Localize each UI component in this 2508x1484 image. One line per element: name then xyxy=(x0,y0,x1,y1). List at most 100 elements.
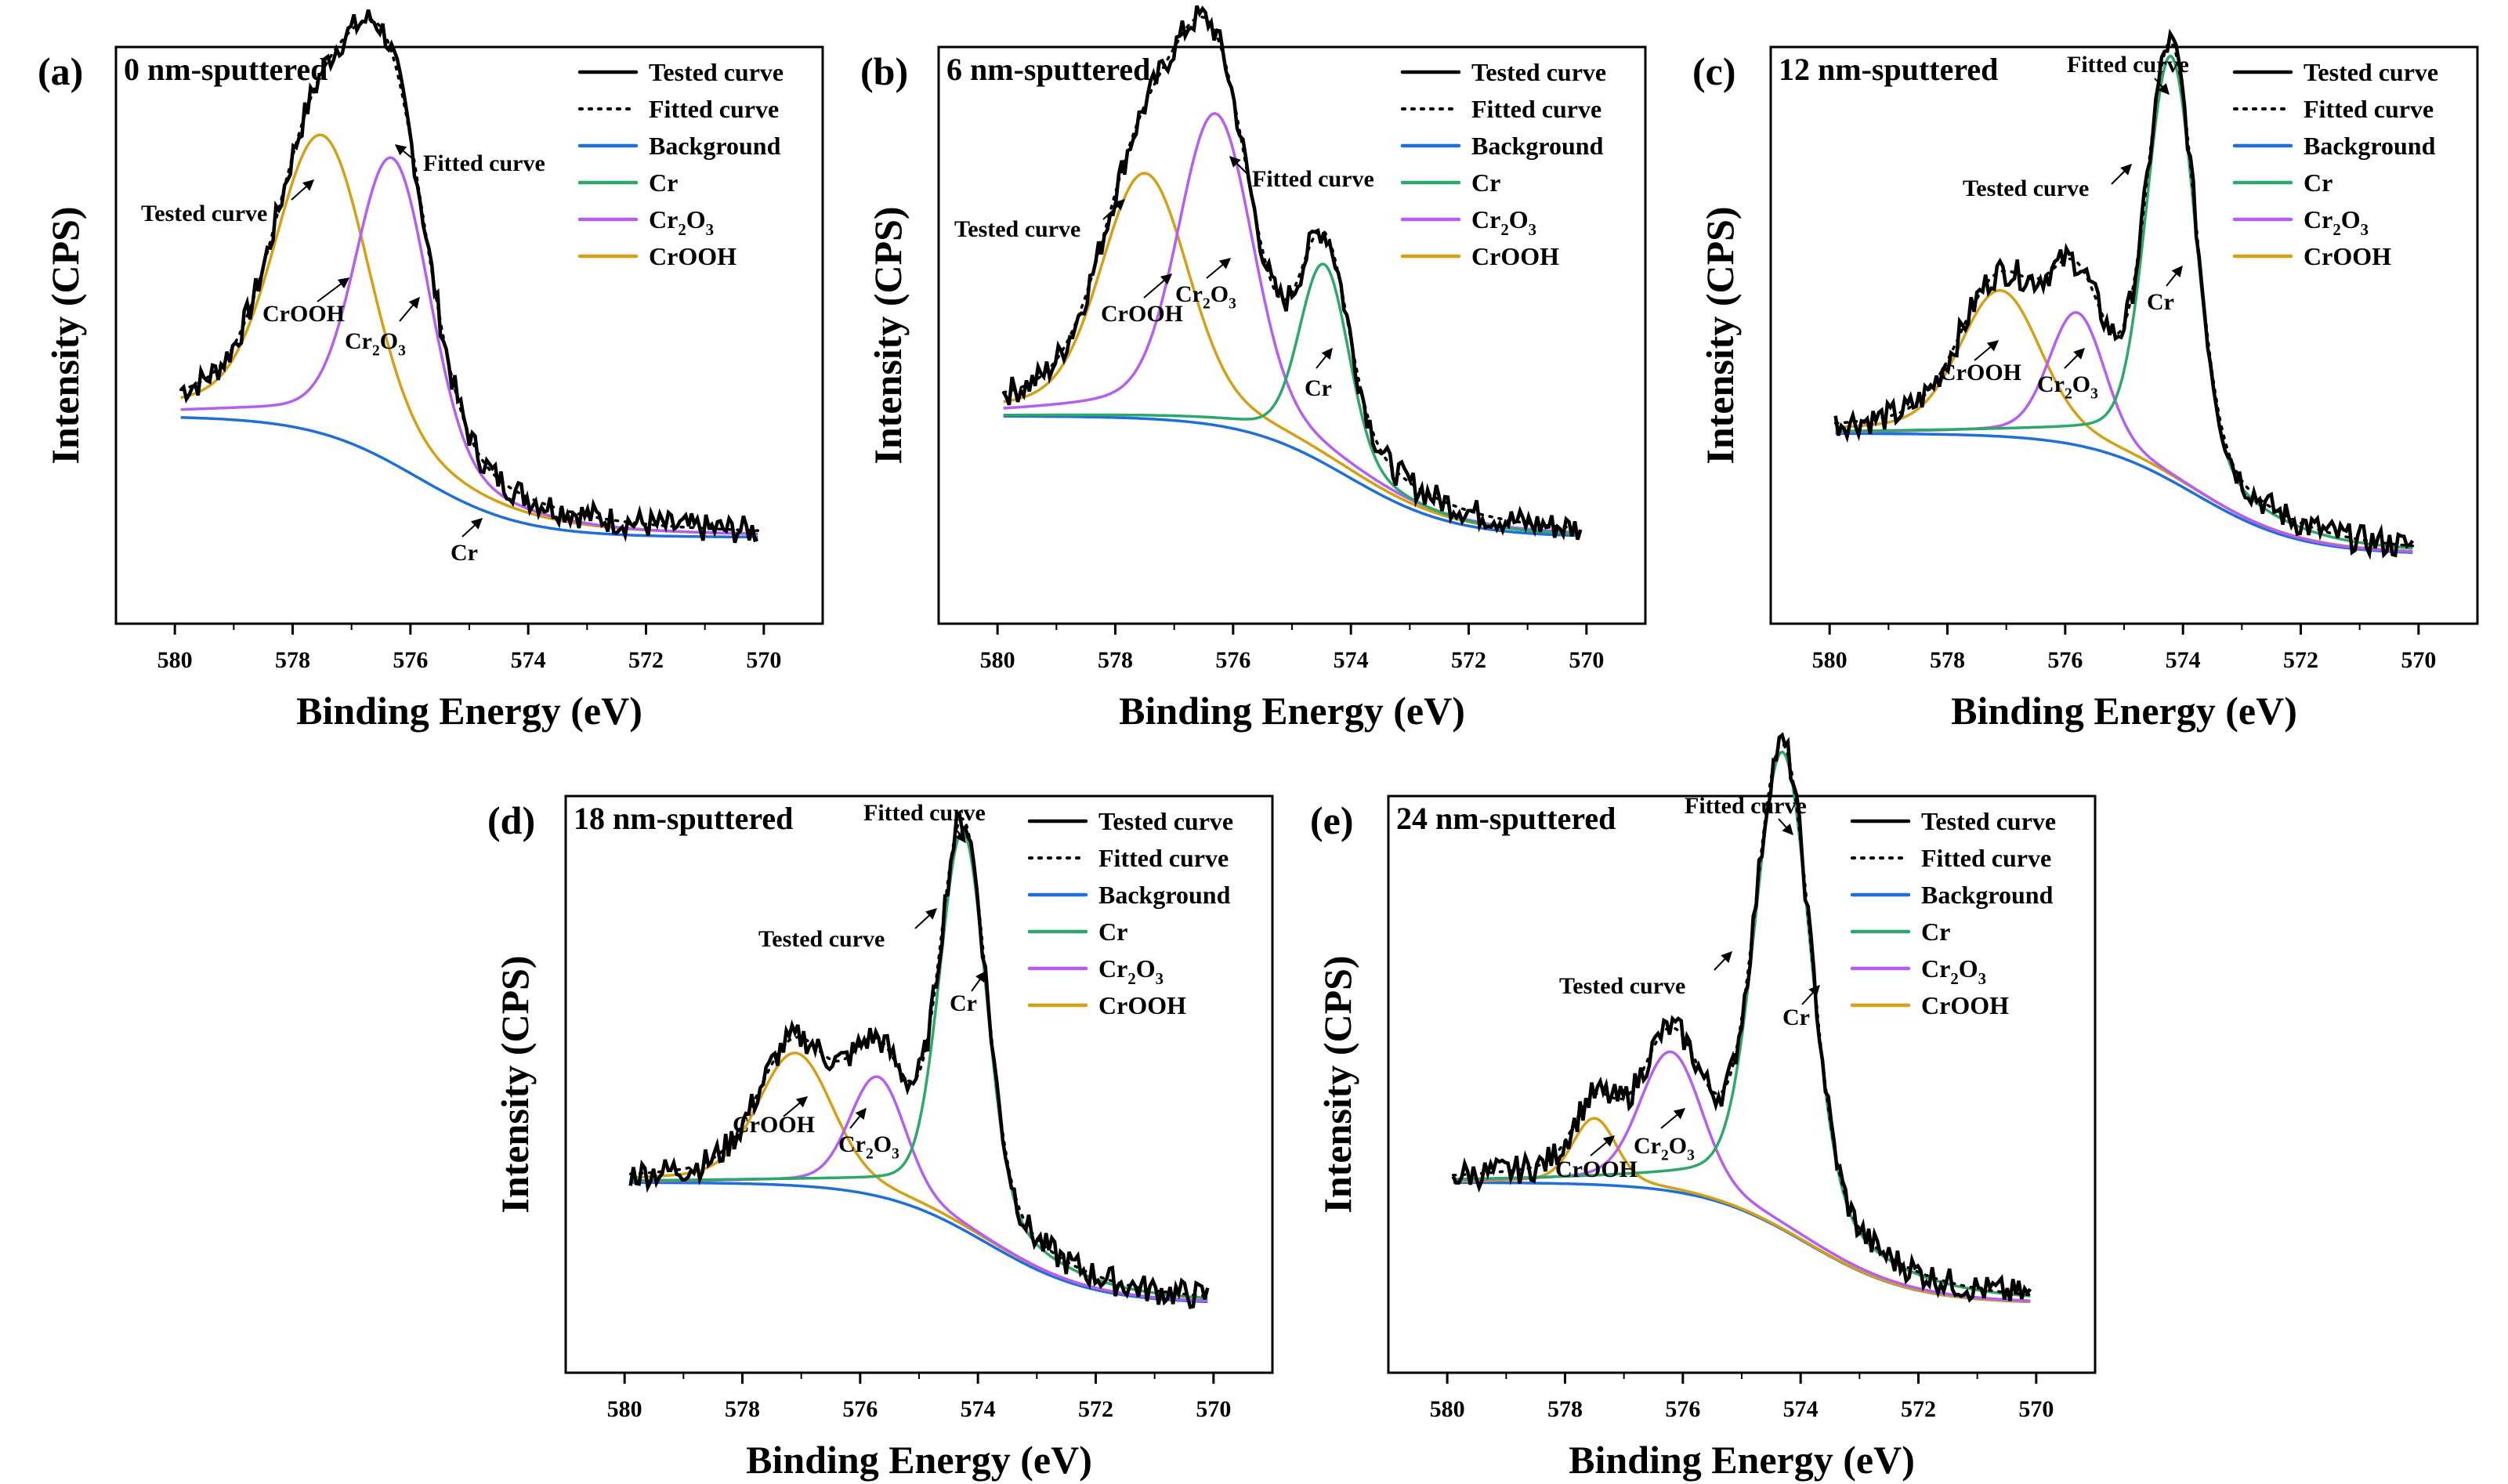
x-axis-title: Binding Energy (eV) xyxy=(1951,689,2297,733)
annotation-arrow-cr2o3 xyxy=(399,296,420,322)
annotation-arrow-tested xyxy=(914,908,938,929)
annotation-fitted: Fitted curve xyxy=(1252,166,1374,192)
annotation-arrow-cr xyxy=(1801,984,1820,1005)
legend-label-tested: Tested curve xyxy=(1471,58,1606,86)
background-curve xyxy=(630,1181,1208,1304)
legend-label-tested: Tested curve xyxy=(2304,58,2438,86)
panel-title: 12 nm-sputtered xyxy=(1779,52,1998,87)
background-curve xyxy=(1835,432,2413,554)
annotation-arrow-crooh xyxy=(783,1096,809,1117)
legend-label-cr: Cr xyxy=(2304,168,2332,197)
annotation-crooh: CrOOH xyxy=(733,1112,815,1138)
legend-label-fitted: Fitted curve xyxy=(649,95,779,123)
x-tick-label: 580 xyxy=(1812,647,1848,673)
annotation-arrow-crooh xyxy=(1974,340,2000,361)
panel-2: 580 578 576 574 572 570 Binding Energy (eV) Int… xyxy=(860,5,1647,733)
y-axis-title: Intensity (CPS) xyxy=(493,955,537,1213)
peak-cr2o3-curve xyxy=(1835,311,2413,553)
annotation-cr2o3: Cr2O3 xyxy=(1634,1133,1695,1164)
annotation-arrow-tested xyxy=(1714,950,1732,971)
tested-curve xyxy=(1833,28,2415,560)
annotation-arrow-cr2o3 xyxy=(1660,1108,1686,1129)
annotation-fitted: Fitted curve xyxy=(863,800,986,826)
legend-label-background: Background xyxy=(2304,132,2436,160)
x-tick-label: 576 xyxy=(1665,1396,1700,1422)
annotation-cr2o3: Cr2O3 xyxy=(345,328,406,359)
legend-label-fitted: Fitted curve xyxy=(1471,95,1601,123)
legend-label-tested: Tested curve xyxy=(1921,807,2056,835)
y-axis-title: Intensity (CPS) xyxy=(866,206,910,464)
x-tick-label: 570 xyxy=(746,647,781,673)
peak-cr-curve xyxy=(630,830,1208,1300)
annotation-cr: Cr xyxy=(1305,375,1332,401)
peak-crooh-curve xyxy=(1453,1117,2031,1303)
annotation-tested: Tested curve xyxy=(1559,973,1685,999)
annotation-cr: Cr xyxy=(2147,289,2174,315)
annotation-fitted: Fitted curve xyxy=(423,150,545,176)
annotation-crooh: CrOOH xyxy=(1555,1156,1638,1182)
x-axis-title: Binding Energy (eV) xyxy=(296,689,642,733)
annotation-cr: Cr xyxy=(1782,1004,1810,1030)
x-tick-label: 570 xyxy=(1196,1396,1231,1422)
annotation-cr: Cr xyxy=(451,540,478,566)
panel-title: 6 nm-sputtered xyxy=(946,52,1150,87)
annotation-arrow-cr xyxy=(971,970,986,992)
x-tick-label: 574 xyxy=(1783,1396,1819,1422)
legend-label-cr2o3: Cr2O3 xyxy=(1098,954,1164,988)
x-tick-label: 572 xyxy=(1451,647,1486,673)
tested-curve xyxy=(628,810,1210,1310)
x-tick-label: 580 xyxy=(980,647,1015,673)
annotation-arrow-cr2o3 xyxy=(849,1107,867,1129)
panel-letter: (a) xyxy=(38,49,83,93)
panel-1: 580 578 576 574 572 570 Binding Energy (eV) Int… xyxy=(38,9,824,733)
background-curve xyxy=(180,416,758,539)
x-tick-label: 572 xyxy=(1078,1396,1113,1422)
panel-title: 0 nm-sputtered xyxy=(124,52,328,87)
y-axis-title: Intensity (CPS) xyxy=(1316,955,1359,1213)
annotation-tested: Tested curve xyxy=(758,926,885,952)
legend-label-background: Background xyxy=(1471,132,1604,160)
legend-label-fitted: Fitted curve xyxy=(1921,844,2051,872)
peak-crooh-curve xyxy=(630,1051,1208,1302)
legend-label-cr: Cr xyxy=(1471,168,1500,197)
x-tick-label: 574 xyxy=(511,647,546,673)
legend-label-cr2o3: Cr2O3 xyxy=(1471,205,1536,239)
fitted-curve xyxy=(179,18,760,532)
x-tick-label: 580 xyxy=(1430,1396,1465,1422)
legend-label-cr2o3: Cr2O3 xyxy=(649,205,714,239)
panel-letter: (e) xyxy=(1310,798,1354,842)
annotation-cr: Cr xyxy=(950,990,977,1016)
annotation-arrow-fitted xyxy=(1229,156,1250,177)
x-tick-label: 576 xyxy=(393,647,428,673)
x-tick-label: 572 xyxy=(628,647,664,673)
panel-letter: (c) xyxy=(1692,49,1736,93)
x-tick-label: 578 xyxy=(275,647,310,673)
annotation-crooh: CrOOH xyxy=(1939,360,2021,385)
annotation-tested: Tested curve xyxy=(954,216,1080,242)
x-tick-label: 574 xyxy=(1334,647,1369,673)
annotation-fitted: Fitted curve xyxy=(1685,793,1807,819)
x-tick-label: 576 xyxy=(1215,647,1250,673)
annotation-arrow-cr2o3 xyxy=(1206,258,1232,279)
annotation-cr2o3: Cr2O3 xyxy=(2037,371,2098,402)
x-tick-label: 576 xyxy=(842,1396,878,1422)
annotation-tested: Tested curve xyxy=(1963,176,2089,201)
annotation-arrow-tested xyxy=(291,179,315,201)
annotation-arrow-cr2o3 xyxy=(2064,348,2085,369)
panel-title: 18 nm-sputtered xyxy=(574,801,793,836)
y-axis-title: Intensity (CPS) xyxy=(1698,206,1742,464)
peak-cr2o3-curve xyxy=(630,1075,1208,1302)
fitted-curve xyxy=(1451,742,2032,1297)
annotation-arrow-tested xyxy=(1102,199,1126,220)
annotation-arrow-fitted xyxy=(394,144,416,161)
x-tick-label: 572 xyxy=(2283,647,2318,673)
annotation-arrow-crooh xyxy=(317,277,350,302)
legend-label-crooh: CrOOH xyxy=(1921,991,2009,1019)
legend-label-cr: Cr xyxy=(1921,918,1950,946)
x-tick-label: 570 xyxy=(1569,647,1604,673)
legend-label-fitted: Fitted curve xyxy=(2304,95,2434,123)
annotation-crooh: CrOOH xyxy=(262,301,345,327)
x-axis-title: Binding Energy (eV) xyxy=(1569,1438,1915,1482)
legend-label-fitted: Fitted curve xyxy=(1098,844,1229,872)
x-tick-label: 578 xyxy=(725,1396,760,1422)
